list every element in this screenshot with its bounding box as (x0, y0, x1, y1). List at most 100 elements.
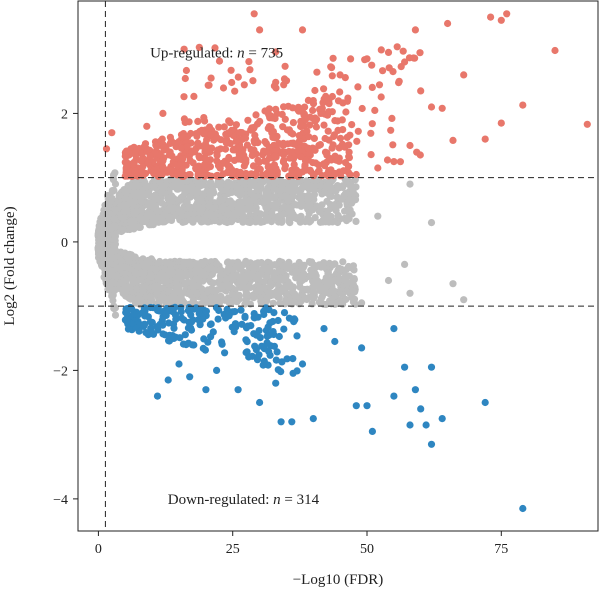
down-regulated-point (288, 418, 296, 426)
not-significant-point (336, 266, 344, 274)
up-regulated-point (226, 119, 234, 127)
up-regulated-point (481, 135, 489, 143)
not-significant-point (111, 180, 120, 188)
not-significant-point (153, 195, 161, 203)
up-regulated-point (191, 148, 199, 156)
not-significant-point (339, 258, 347, 266)
down-regulated-point (331, 337, 339, 346)
down-regulated-point (176, 334, 184, 342)
not-significant-point (126, 294, 134, 302)
not-significant-point (235, 185, 243, 193)
not-significant-point (195, 203, 203, 211)
not-significant-point (134, 263, 142, 271)
up-regulated-point (178, 133, 186, 142)
up-regulated-point (346, 171, 354, 179)
not-significant-point (204, 265, 212, 273)
y-axis-title: Log2 (Fold change) (2, 206, 18, 325)
not-significant-point (105, 266, 113, 274)
not-significant-point (325, 259, 334, 267)
up-regulated-point (328, 72, 336, 80)
not-significant-point (341, 190, 350, 198)
up-regulated-point (194, 172, 202, 180)
not-significant-point (213, 260, 221, 268)
up-regulated-point (368, 120, 376, 128)
not-significant-point (159, 182, 167, 190)
up-regulated-point (250, 123, 258, 131)
not-significant-point (349, 281, 357, 289)
up-regulated-point (234, 155, 243, 163)
not-significant-point (189, 278, 197, 286)
not-significant-point (110, 215, 118, 223)
not-significant-point (264, 191, 272, 199)
up-regulated-point (166, 133, 174, 141)
down-regulated-point (223, 305, 231, 313)
up-regulated-point (256, 26, 264, 34)
down-regulated-count: 314 (297, 492, 320, 508)
up-regulated-point (335, 144, 343, 152)
not-significant-point (289, 178, 297, 186)
not-significant-point (312, 272, 320, 280)
down-regulated-point (228, 323, 236, 331)
up-regulated-point (177, 144, 185, 152)
up-regulated-point (158, 171, 166, 179)
down-regulated-point (177, 308, 185, 316)
down-n-symbol: n (273, 492, 281, 508)
not-significant-point (227, 259, 235, 267)
not-significant-point (131, 197, 139, 205)
up-regulated-point (354, 83, 362, 91)
not-significant-point (237, 277, 245, 285)
not-significant-point (309, 288, 318, 297)
not-significant-point (358, 299, 366, 307)
up-regulated-point (444, 19, 452, 28)
not-significant-point (303, 203, 311, 211)
up-regulated-point (416, 49, 424, 57)
up-regulated-point (347, 55, 355, 63)
up-regulated-point (179, 155, 187, 163)
up-regulated-point (264, 124, 272, 132)
not-significant-point (326, 191, 334, 199)
not-significant-point (145, 199, 153, 207)
not-significant-point (300, 270, 308, 278)
up-regulated-point (367, 129, 375, 137)
up-regulated-point (325, 96, 333, 104)
down-regulated-point (411, 386, 419, 394)
not-significant-point (147, 221, 155, 229)
not-significant-point (254, 259, 262, 267)
not-significant-point (336, 297, 344, 305)
up-regulated-point (301, 103, 309, 111)
not-significant-point (199, 191, 207, 199)
not-significant-point (213, 297, 221, 305)
not-significant-point (177, 208, 185, 216)
up-regulated-point (320, 121, 328, 129)
not-significant-point (301, 295, 309, 303)
up-regulated-point (249, 162, 258, 170)
up-regulated-point (343, 133, 351, 141)
not-significant-point (274, 199, 282, 207)
down-regulated-point (390, 392, 398, 400)
not-significant-point (291, 213, 299, 221)
not-significant-point (111, 206, 120, 214)
not-significant-point (225, 283, 233, 291)
up-regulated-point (583, 120, 591, 128)
up-regulated-point (336, 71, 344, 79)
down-regulated-point (175, 360, 183, 368)
not-significant-point (263, 295, 271, 303)
up-regulated-point (377, 93, 385, 101)
not-significant-point (131, 253, 139, 261)
not-significant-point (289, 192, 297, 200)
not-significant-point (153, 207, 161, 215)
y-tick-label: −2 (53, 364, 68, 379)
down-regulated-point (213, 366, 221, 374)
not-significant-point (168, 269, 176, 277)
up-regulated-point (254, 156, 262, 164)
up-regulated-point (141, 140, 150, 148)
down-regulated-point (234, 386, 242, 394)
not-significant-point (187, 261, 195, 269)
not-significant-point (108, 187, 116, 195)
not-significant-point (120, 201, 128, 209)
up-regulated-point (342, 108, 350, 116)
down-regulated-point (186, 373, 194, 381)
not-significant-point (175, 268, 183, 276)
up-regulated-point (222, 139, 230, 147)
